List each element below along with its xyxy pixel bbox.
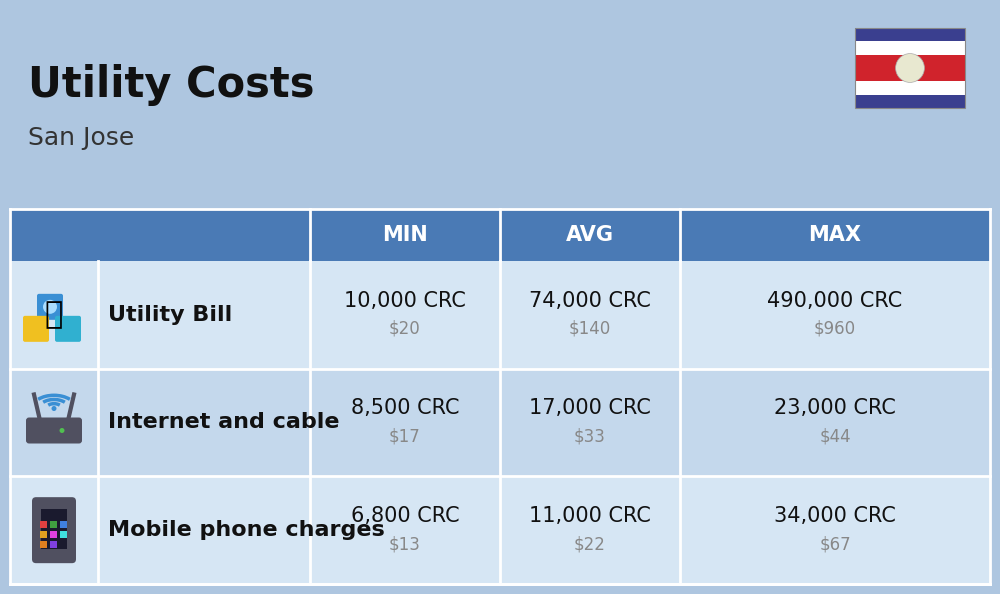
Text: San Jose: San Jose	[28, 126, 134, 150]
Text: Mobile phone charges: Mobile phone charges	[108, 520, 385, 540]
Text: $33: $33	[574, 428, 606, 446]
Bar	[50, 521, 57, 528]
Text: $44: $44	[819, 428, 851, 446]
Bar	[50, 531, 57, 538]
Text: MIN: MIN	[382, 225, 428, 245]
Bar	[40, 531, 47, 538]
FancyBboxPatch shape	[55, 316, 81, 342]
Text: 17,000 CRC: 17,000 CRC	[529, 399, 651, 419]
Text: Utility Costs: Utility Costs	[28, 64, 314, 106]
Bar	[10, 261, 990, 369]
Text: 6,800 CRC: 6,800 CRC	[351, 506, 459, 526]
Text: MAX: MAX	[808, 225, 862, 245]
Text: $17: $17	[389, 428, 421, 446]
Bar	[855, 94, 965, 108]
Circle shape	[896, 53, 924, 83]
Text: 490,000 CRC: 490,000 CRC	[767, 291, 903, 311]
Text: $140: $140	[569, 320, 611, 338]
Text: 🔧: 🔧	[45, 301, 63, 329]
Text: Internet and cable: Internet and cable	[108, 412, 340, 432]
Text: 10,000 CRC: 10,000 CRC	[344, 291, 466, 311]
FancyBboxPatch shape	[37, 294, 63, 320]
Text: $22: $22	[574, 535, 606, 553]
Text: 23,000 CRC: 23,000 CRC	[774, 399, 896, 419]
FancyBboxPatch shape	[23, 316, 49, 342]
Bar	[60, 521, 67, 528]
Bar	[41, 509, 67, 549]
Circle shape	[43, 300, 57, 314]
Circle shape	[60, 428, 64, 433]
Text: $960: $960	[814, 320, 856, 338]
FancyBboxPatch shape	[32, 497, 76, 563]
Text: $67: $67	[819, 535, 851, 553]
Text: 34,000 CRC: 34,000 CRC	[774, 506, 896, 526]
Bar	[60, 531, 67, 538]
Bar	[10, 476, 990, 584]
Circle shape	[52, 406, 56, 411]
Bar	[855, 28, 965, 42]
Text: $20: $20	[389, 320, 421, 338]
Text: $13: $13	[389, 535, 421, 553]
Bar	[10, 209, 990, 261]
Bar	[10, 369, 990, 476]
Bar	[40, 521, 47, 528]
Text: AVG: AVG	[566, 225, 614, 245]
Text: Utility Bill: Utility Bill	[108, 305, 232, 325]
Bar	[855, 55, 965, 81]
Text: 74,000 CRC: 74,000 CRC	[529, 291, 651, 311]
Text: 8,500 CRC: 8,500 CRC	[351, 399, 459, 419]
Bar	[855, 42, 965, 55]
Text: 11,000 CRC: 11,000 CRC	[529, 506, 651, 526]
Bar	[855, 81, 965, 94]
Bar	[50, 541, 57, 548]
FancyBboxPatch shape	[26, 418, 82, 444]
Bar	[855, 28, 965, 108]
Bar	[40, 541, 47, 548]
